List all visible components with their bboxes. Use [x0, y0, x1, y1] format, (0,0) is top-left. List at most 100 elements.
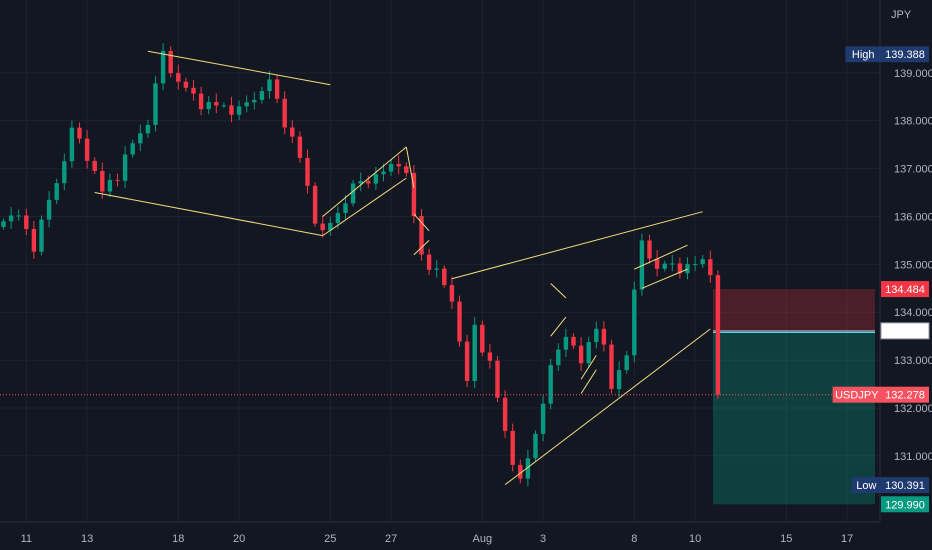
candle-body — [198, 93, 204, 110]
time-tick-label[interactable]: 20 — [233, 533, 245, 545]
trend-line[interactable] — [634, 244, 688, 270]
candle-body — [426, 254, 432, 270]
trend-line[interactable] — [451, 211, 703, 280]
price-axis[interactable]: 139.000 138.000 137.000 136.000 135.000 134.0… — [894, 68, 932, 463]
candle-body — [54, 183, 59, 200]
trend-line[interactable] — [322, 146, 407, 217]
trend-line[interactable] — [641, 268, 688, 289]
trend-line[interactable] — [413, 240, 430, 256]
trend-line[interactable] — [94, 192, 323, 237]
low-tag-label-bg — [851, 477, 881, 494]
candle-body — [647, 240, 652, 259]
candle-body — [388, 163, 394, 172]
price-tick-label[interactable]: 132.000 — [894, 403, 932, 415]
time-axis[interactable]: 11 13 18 20 25 27 Aug 3 8 10 15 17 — [21, 533, 854, 545]
trend-line[interactable] — [550, 316, 567, 337]
candle-body — [616, 370, 622, 390]
candle-body — [206, 102, 211, 110]
candle-body — [259, 91, 265, 100]
time-tick-label[interactable]: 3 — [540, 533, 546, 545]
candle-body — [548, 365, 553, 404]
stop-loss-tag-value: 134.484 — [885, 284, 925, 296]
candle-body — [8, 215, 14, 222]
candle-body — [464, 341, 470, 381]
candle-body — [533, 433, 538, 459]
candle-body — [335, 212, 341, 223]
trend-line[interactable] — [147, 50, 331, 86]
price-tick-label[interactable]: 133.000 — [894, 355, 932, 367]
high-tag: High 139.388 — [845, 46, 929, 63]
trend-line[interactable] — [580, 355, 597, 380]
candle-body — [708, 259, 713, 276]
candle-body — [381, 171, 386, 175]
trend-line[interactable] — [405, 146, 415, 188]
candle-body — [297, 136, 303, 159]
candle-body — [571, 336, 576, 346]
grid-lines — [0, 0, 880, 522]
candle-body — [312, 185, 318, 224]
candle-body — [404, 166, 409, 173]
candle-body — [221, 105, 227, 107]
candle-body — [654, 258, 660, 269]
time-tick-label[interactable]: 8 — [631, 533, 637, 545]
candle-body — [624, 355, 629, 371]
high-tag-value-bg — [881, 46, 929, 63]
trend-line[interactable] — [413, 213, 430, 232]
time-tick-label[interactable]: 18 — [172, 533, 184, 545]
candle-body — [145, 124, 151, 134]
candle-body — [510, 430, 515, 465]
price-tick-label[interactable]: 135.000 — [894, 259, 932, 271]
candle-body — [282, 98, 287, 128]
candle-body — [343, 203, 348, 213]
take-profit-zone[interactable] — [713, 330, 875, 505]
time-tick-label[interactable]: 10 — [689, 533, 701, 545]
time-tick-label[interactable]: 13 — [81, 533, 93, 545]
candle-body — [601, 328, 607, 345]
candle-body — [1, 221, 6, 227]
trend-line[interactable] — [504, 328, 711, 486]
candle-body — [540, 403, 546, 434]
price-tick-label[interactable]: 131.000 — [894, 451, 932, 463]
last-price-tag-label: USDJPY — [835, 390, 879, 402]
take-profit-tag-value-bg — [881, 496, 929, 513]
price-tick-label[interactable]: 137.000 — [894, 164, 932, 176]
last-price-tag-value: 132.278 — [885, 390, 925, 402]
candle-body — [236, 106, 242, 115]
candle-body — [24, 215, 29, 229]
high-tag-label-bg — [845, 46, 881, 63]
candle-body — [632, 289, 637, 356]
candle-body — [358, 181, 363, 184]
trend-line[interactable] — [550, 283, 567, 299]
candle-body — [252, 99, 257, 103]
price-tick-label[interactable]: 138.000 — [894, 116, 932, 128]
trend-line[interactable] — [580, 369, 597, 394]
candle-body — [328, 222, 333, 231]
candle-body — [69, 127, 75, 162]
candle-body — [525, 458, 531, 479]
candle-body — [411, 172, 417, 217]
time-tick-label[interactable]: Aug — [473, 533, 493, 545]
price-tick-label[interactable]: 139.000 — [894, 68, 932, 80]
time-tick-label[interactable]: 17 — [841, 533, 853, 545]
candle-body — [31, 228, 37, 252]
candle-body — [449, 285, 455, 302]
price-tick-label[interactable]: 136.000 — [894, 211, 932, 223]
time-tick-label[interactable]: 25 — [324, 533, 336, 545]
stop-loss-zone[interactable] — [713, 289, 875, 331]
trend-lines[interactable] — [94, 50, 711, 486]
last-price-tag-label-bg — [832, 386, 881, 403]
candle-body — [715, 275, 721, 395]
time-tick-label[interactable]: 11 — [21, 533, 32, 545]
candle-body — [639, 240, 645, 290]
candle-body — [16, 215, 21, 217]
low-tag: Low 130.391 — [851, 477, 929, 494]
time-tick-label[interactable]: 27 — [385, 533, 397, 545]
price-tick-label[interactable]: 134.000 — [894, 307, 932, 319]
trend-line[interactable] — [322, 177, 407, 237]
candle-body — [677, 263, 683, 274]
candle-body — [556, 349, 561, 366]
position-tool[interactable] — [713, 289, 875, 505]
candle-body — [274, 79, 280, 99]
time-tick-label[interactable]: 15 — [780, 533, 792, 545]
